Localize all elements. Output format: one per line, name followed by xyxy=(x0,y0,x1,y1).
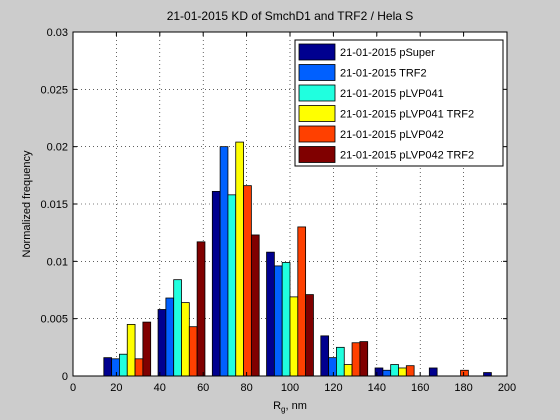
legend-swatch-4 xyxy=(298,105,336,122)
bar-series-5-bin-3 xyxy=(243,185,252,377)
legend-swatch-2 xyxy=(298,64,336,81)
bar-series-1-bin-4 xyxy=(266,251,275,377)
x-tick-label: 100 xyxy=(281,382,299,394)
bar-series-5-bin-5 xyxy=(351,342,361,377)
x-axis-label-units: , nm xyxy=(286,400,307,412)
bar-series-6-bin-4 xyxy=(305,294,314,377)
x-tick-label: 20 xyxy=(110,382,122,394)
legend-box xyxy=(294,39,504,167)
legend-swatch-1 xyxy=(298,43,336,61)
bar-series-1-bin-7 xyxy=(428,367,438,377)
grid-lines xyxy=(73,32,507,376)
y-tick-label: 0.01 xyxy=(47,256,68,268)
bar-series-5-bin-4 xyxy=(297,226,307,377)
bar-series-6-bin-3 xyxy=(250,234,260,377)
bar-series-5-bin-6 xyxy=(405,365,415,377)
bar-series-3-bin-2 xyxy=(173,279,182,377)
bar-series-4-bin-6 xyxy=(398,367,407,377)
bar-series-4-bin-1 xyxy=(126,323,136,377)
bar-series-4-bin-5 xyxy=(343,364,353,377)
bar-series-1-bin-5 xyxy=(320,335,330,377)
x-tick-label: 60 xyxy=(197,382,209,394)
x-tick-label: 180 xyxy=(454,382,472,394)
x-tick-label: 140 xyxy=(368,382,386,394)
bar-series-2-bin-6 xyxy=(382,369,392,377)
y-tick-label: 0.02 xyxy=(47,142,68,154)
legend-label-6: 21-01-2015 pLVP042 TRF2 xyxy=(340,150,474,162)
legend-label-1: 21-01-2015 pSuper xyxy=(340,47,435,59)
bar-series-2-bin-1 xyxy=(111,358,120,377)
bar-series-1-bin-2 xyxy=(157,309,167,377)
bar-series-3-bin-5 xyxy=(336,346,345,377)
x-axis-label: Rg, nm xyxy=(273,400,307,414)
y-tick-label: 0 xyxy=(62,371,68,383)
x-tick-label: 160 xyxy=(411,382,429,394)
legend-swatch-5 xyxy=(298,125,336,143)
bar-series-4-bin-2 xyxy=(181,302,190,377)
x-tick-label: 0 xyxy=(70,382,76,394)
bar-series-5-bin-7 xyxy=(460,369,469,377)
bar-series-4-bin-3 xyxy=(235,141,244,377)
bar-series-4-bin-4 xyxy=(289,296,299,377)
bar-series-1-bin-8 xyxy=(483,372,492,377)
y-tick-label: 0.015 xyxy=(40,199,68,211)
bar-series-3-bin-6 xyxy=(390,364,399,377)
x-tick-label: 40 xyxy=(154,382,166,394)
legend-label-3: 21-01-2015 pLVP041 xyxy=(340,88,444,100)
legend-label-2: 21-01-2015 TRF2 xyxy=(340,68,427,80)
legend-swatch-6 xyxy=(298,146,336,163)
bar-series-6-bin-5 xyxy=(359,341,369,377)
x-axis-label-main: R xyxy=(273,400,281,412)
bar-series-2-bin-3 xyxy=(219,146,229,377)
bar-series-6-bin-1 xyxy=(142,321,152,377)
bar-series-2-bin-5 xyxy=(328,357,337,377)
bar-series-5-bin-1 xyxy=(134,358,144,377)
bar-series-1-bin-3 xyxy=(211,190,221,377)
bar-series-6-bin-2 xyxy=(196,241,206,377)
bar-series-1-bin-1 xyxy=(103,357,113,377)
bar-series-3-bin-3 xyxy=(227,194,237,377)
bar-series-5-bin-2 xyxy=(188,326,198,377)
x-tick-label: 200 xyxy=(498,382,516,394)
y-tick-label: 0.025 xyxy=(40,84,68,96)
y-tick-label: 0.005 xyxy=(40,314,68,326)
y-tick-label: 0.03 xyxy=(47,27,68,39)
legend-label-5: 21-01-2015 pLVP042 xyxy=(340,129,444,141)
legend-swatch-3 xyxy=(298,84,336,102)
legend-label-4: 21-01-2015 pLVP041 TRF2 xyxy=(340,109,474,121)
x-tick-label: 120 xyxy=(324,382,342,394)
bar-series-3-bin-4 xyxy=(281,262,291,377)
bars-group xyxy=(103,141,492,377)
bar-series-1-bin-6 xyxy=(374,367,384,377)
bar-series-2-bin-2 xyxy=(165,297,175,377)
bar-series-3-bin-1 xyxy=(119,353,128,377)
chart-title: 21-01-2015 KD of SmchD1 and TRF2 / Hela … xyxy=(167,9,414,23)
y-axis-label: Normalized frequency xyxy=(21,150,33,257)
x-tick-label: 80 xyxy=(240,382,252,394)
axis-ticks: 0 20 40 60 80 100 120 140 160 180 200 0 0.005 0.01 0.0… xyxy=(40,27,516,394)
x-axis-label-subscript: g xyxy=(281,405,285,414)
bar-series-2-bin-4 xyxy=(273,265,283,377)
legend: 21-01-2015 pSuper 21-01-2015 TRF2 21-01-20… xyxy=(294,39,504,167)
